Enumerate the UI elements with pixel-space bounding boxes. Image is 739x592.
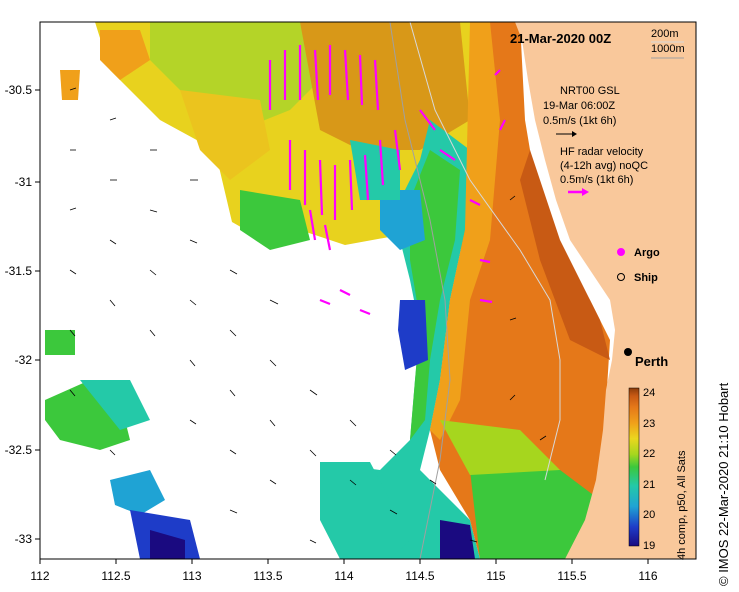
y-tick-label: -31.5 xyxy=(5,264,33,278)
colorbar-tick: 24 xyxy=(643,387,655,399)
y-tick-labels: -30.5 -31 -31.5 -32 -32.5 -33 xyxy=(5,83,33,546)
y-tick-label: -30.5 xyxy=(5,83,33,97)
contour-200m-label: 200m xyxy=(651,28,679,40)
x-tick-marks xyxy=(39,559,649,564)
model-vectors xyxy=(69,87,547,544)
colorbar xyxy=(628,387,640,547)
model-legend-scale: 0.5m/s (1kt 6h) xyxy=(543,115,616,127)
radar-legend-line1: HF radar velocity xyxy=(560,146,644,158)
y-tick-label: -32.5 xyxy=(5,443,33,457)
radar-legend-scale: 0.5m/s (1kt 6h) xyxy=(560,174,633,186)
model-legend-name: NRT00 GSL xyxy=(560,85,620,97)
ship-symbol xyxy=(617,273,625,281)
sst-layer xyxy=(45,22,610,559)
x-tick-label: 112.5 xyxy=(101,569,130,583)
colorbar-label: 4h comp, p50, All Sats xyxy=(676,450,688,560)
hf-radar-vectors xyxy=(268,45,506,316)
x-tick-label: 115 xyxy=(486,569,505,583)
y-tick-label: -33 xyxy=(15,532,33,546)
colorbar-tick: 19 xyxy=(643,540,655,552)
y-tick-marks xyxy=(35,89,40,540)
perth-label: Perth xyxy=(635,354,668,369)
x-tick-label: 113.5 xyxy=(253,569,282,583)
contour-1000m xyxy=(389,22,451,559)
colorbar-tick: 20 xyxy=(643,509,655,521)
colorbar-tick: 23 xyxy=(643,418,655,430)
contour-200m xyxy=(409,22,561,481)
plot-frame xyxy=(39,21,697,560)
contour-1000m-label: 1000m xyxy=(651,43,685,55)
perth-marker xyxy=(624,348,632,356)
x-tick-label: 112 xyxy=(30,569,49,583)
colorbar-ticks: 24 23 22 21 20 19 xyxy=(643,387,655,552)
x-tick-label: 113 xyxy=(182,569,201,583)
colorbar-tick: 21 xyxy=(643,479,655,491)
radar-legend-line2: (4-12h avg) noQC xyxy=(560,160,648,172)
x-tick-label: 114.5 xyxy=(405,569,434,583)
credit-text: © IMOS 22-Mar-2020 21:10 Hobart xyxy=(716,382,731,586)
radar-legend-arrowhead xyxy=(582,188,589,196)
argo-symbol xyxy=(617,248,625,256)
x-tick-label: 116 xyxy=(638,569,657,583)
map-title: 21-Mar-2020 00Z xyxy=(510,31,611,46)
colorbar-tick: 22 xyxy=(643,448,655,460)
model-legend-arrowhead xyxy=(572,131,577,137)
land xyxy=(515,22,696,559)
argo-label: Argo xyxy=(634,247,660,259)
x-tick-labels: 112 112.5 113 113.5 114 114.5 115 115.5 … xyxy=(30,569,657,583)
ship-label: Ship xyxy=(634,272,658,284)
y-tick-label: -31 xyxy=(15,175,33,189)
model-legend-time: 19-Mar 06:00Z xyxy=(543,100,615,112)
x-tick-label: 114 xyxy=(334,569,353,583)
y-tick-label: -32 xyxy=(15,353,33,367)
x-tick-label: 115.5 xyxy=(557,569,586,583)
